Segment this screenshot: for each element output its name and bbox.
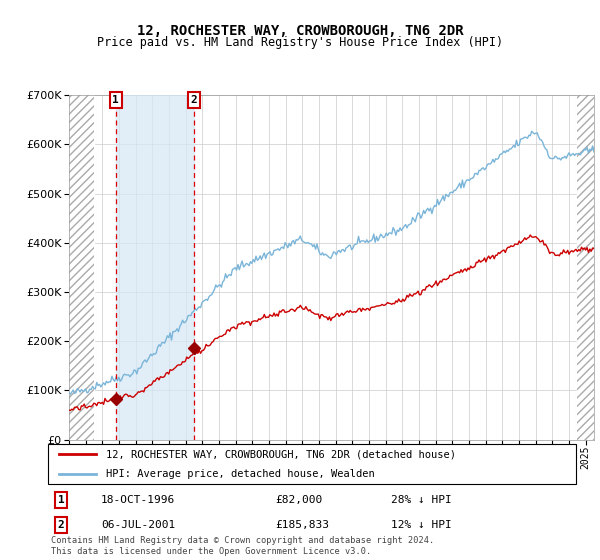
Bar (577, 95, 594, 440)
Text: HPI: Average price, detached house, Wealden: HPI: Average price, detached house, Weal… (106, 469, 375, 479)
Text: 2: 2 (58, 520, 65, 530)
Text: 12% ↓ HPI: 12% ↓ HPI (391, 520, 452, 530)
Bar (69, 95, 94, 440)
Text: 06-JUL-2001: 06-JUL-2001 (101, 520, 175, 530)
Text: 28% ↓ HPI: 28% ↓ HPI (391, 495, 452, 505)
Bar (116, 95, 194, 440)
Text: 2: 2 (191, 95, 197, 105)
Text: Price paid vs. HM Land Registry's House Price Index (HPI): Price paid vs. HM Land Registry's House … (97, 36, 503, 49)
Bar (577, 95, 594, 440)
Text: 1: 1 (58, 495, 65, 505)
Bar (69, 95, 94, 440)
Text: 12, ROCHESTER WAY, CROWBOROUGH, TN6 2DR: 12, ROCHESTER WAY, CROWBOROUGH, TN6 2DR (137, 24, 463, 38)
Text: 12, ROCHESTER WAY, CROWBOROUGH, TN6 2DR (detached house): 12, ROCHESTER WAY, CROWBOROUGH, TN6 2DR … (106, 449, 456, 459)
Text: 18-OCT-1996: 18-OCT-1996 (101, 495, 175, 505)
Text: 1: 1 (112, 95, 119, 105)
Text: £82,000: £82,000 (275, 495, 322, 505)
Text: Contains HM Land Registry data © Crown copyright and database right 2024.
This d: Contains HM Land Registry data © Crown c… (51, 536, 434, 556)
FancyBboxPatch shape (48, 444, 576, 484)
Text: £185,833: £185,833 (275, 520, 329, 530)
